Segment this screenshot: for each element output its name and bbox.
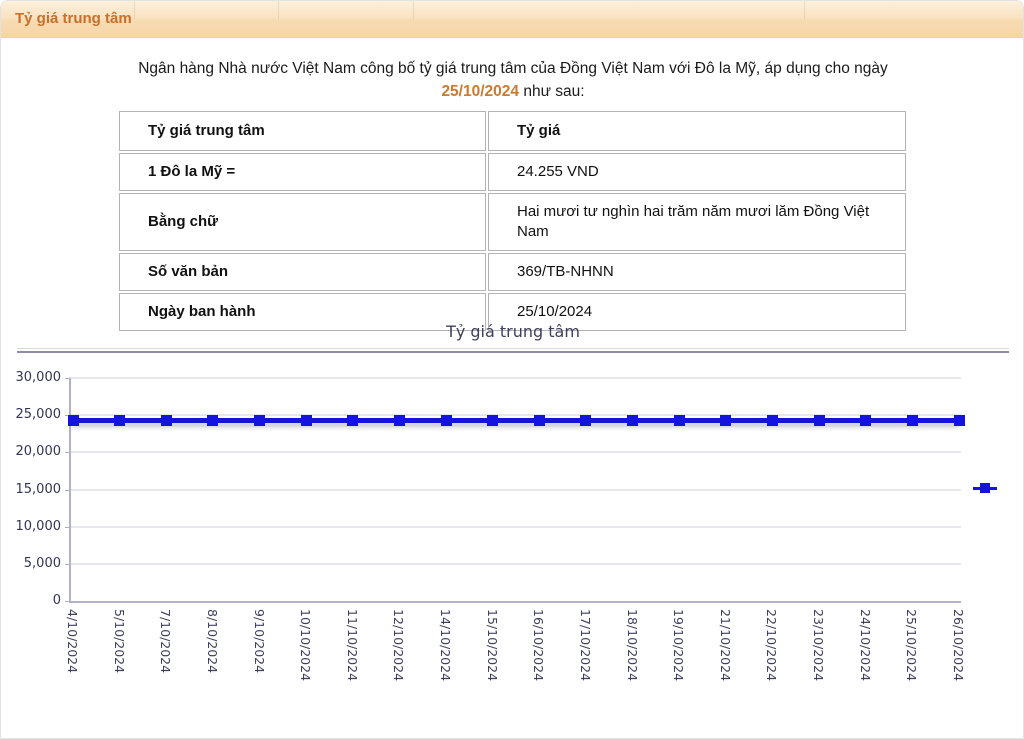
y-axis-tick bbox=[65, 378, 69, 379]
announcement-text: Ngân hàng Nhà nước Việt Nam công bố tỷ g… bbox=[103, 57, 923, 103]
data-point[interactable] bbox=[300, 415, 312, 427]
y-axis-line bbox=[69, 378, 71, 601]
data-point[interactable] bbox=[533, 415, 545, 427]
y-grid-line bbox=[69, 377, 961, 379]
legend-marker bbox=[973, 483, 997, 494]
row-label: Số văn bản bbox=[119, 253, 486, 291]
x-tick-label: 18/10/2024 bbox=[624, 609, 640, 682]
y-grid-line bbox=[69, 488, 961, 491]
table-row-in-words: Bằng chữ Hai mươi tư nghìn hai trăm năm … bbox=[119, 193, 906, 251]
x-tick-label: 26/10/2024 bbox=[951, 609, 966, 682]
x-tick-label: 17/10/2024 bbox=[577, 609, 593, 682]
y-axis-tick bbox=[65, 489, 69, 491]
data-point[interactable] bbox=[114, 415, 126, 427]
page-title: Tỷ giá trung tâm bbox=[15, 10, 132, 27]
data-point[interactable] bbox=[440, 415, 452, 427]
row-value: 369/TB-NHNN bbox=[488, 253, 906, 291]
data-point[interactable] bbox=[766, 415, 778, 427]
x-tick-label: 11/10/2024 bbox=[344, 609, 360, 682]
effective-date: 25/10/2024 bbox=[441, 83, 520, 100]
data-point[interactable] bbox=[347, 415, 359, 427]
x-axis-line bbox=[69, 601, 961, 603]
y-grid-line bbox=[69, 414, 961, 417]
table-header-label: Tỷ giá trung tâm bbox=[119, 111, 486, 151]
series-line bbox=[73, 418, 959, 424]
header-divider bbox=[804, 1, 805, 19]
x-tick-label: 5/10/2024 bbox=[111, 609, 127, 674]
data-point[interactable] bbox=[67, 415, 79, 427]
data-point[interactable] bbox=[207, 415, 219, 427]
table-header-value: Tỷ giá bbox=[488, 111, 906, 151]
y-tick-label: 25,000 bbox=[15, 407, 62, 423]
header-divider bbox=[134, 1, 135, 19]
header-divider bbox=[278, 1, 279, 19]
x-tick-label: 9/10/2024 bbox=[251, 609, 267, 674]
x-tick-label: 23/10/2024 bbox=[811, 609, 827, 682]
table-row-document-number: Số văn bản 369/TB-NHNN bbox=[119, 253, 906, 291]
data-point[interactable] bbox=[720, 415, 732, 427]
data-point[interactable] bbox=[580, 415, 592, 427]
row-label: 1 Đô la Mỹ = bbox=[119, 153, 486, 191]
x-tick-label: 7/10/2024 bbox=[158, 609, 174, 674]
y-axis-tick bbox=[65, 526, 69, 528]
y-grid-line bbox=[69, 562, 961, 565]
y-grid-line bbox=[69, 451, 961, 454]
central-rate-table: Tỷ giá trung tâm Tỷ giá 1 Đô la Mỹ = 24.… bbox=[117, 109, 908, 333]
y-axis-tick bbox=[65, 601, 69, 602]
y-tick-label: 10,000 bbox=[15, 518, 62, 534]
data-point[interactable] bbox=[673, 415, 685, 427]
data-point[interactable] bbox=[953, 415, 965, 427]
x-tick-label: 19/10/2024 bbox=[671, 609, 687, 682]
y-tick-label: 15,000 bbox=[15, 481, 62, 497]
x-tick-label: 8/10/2024 bbox=[204, 609, 220, 674]
x-tick-label: 16/10/2024 bbox=[531, 609, 547, 682]
chart-title: Tỷ giá trung tâm bbox=[446, 322, 580, 341]
x-tick-label: 25/10/2024 bbox=[904, 609, 920, 682]
data-point[interactable] bbox=[487, 415, 499, 427]
row-label: Ngày ban hành bbox=[119, 293, 486, 331]
data-point[interactable] bbox=[813, 415, 825, 427]
data-point[interactable] bbox=[254, 415, 266, 427]
y-tick-label: 20,000 bbox=[15, 444, 62, 460]
header-divider bbox=[413, 1, 414, 19]
x-tick-label: 24/10/2024 bbox=[857, 609, 873, 682]
row-label: Bằng chữ bbox=[119, 193, 486, 251]
rate-chart: Tỷ giá trung tâm 0 5,000 10,000 15,000 20,00… bbox=[16, 319, 1009, 719]
row-value: 25/10/2024 bbox=[488, 293, 906, 331]
x-tick-label: 22/10/2024 bbox=[764, 609, 780, 682]
legend-square-icon bbox=[980, 483, 990, 493]
y-tick-label: 5,000 bbox=[23, 555, 61, 571]
announcement-text-before: Ngân hàng Nhà nước Việt Nam công bố tỷ g… bbox=[138, 60, 888, 77]
table-row-issue-date: Ngày ban hành 25/10/2024 bbox=[119, 293, 906, 331]
chart-plot-area[interactable]: 0 5,000 10,000 15,000 20,000 25,000 30,000 4/10… bbox=[16, 319, 1009, 719]
data-point[interactable] bbox=[627, 415, 639, 427]
y-axis-tick bbox=[65, 452, 69, 454]
row-value: 24.255 VND bbox=[488, 153, 906, 191]
table-row-rate: 1 Đô la Mỹ = 24.255 VND bbox=[119, 153, 906, 191]
y-axis-tick bbox=[65, 415, 69, 417]
x-tick-label: 14/10/2024 bbox=[438, 609, 454, 682]
y-tick-label: 0 bbox=[52, 593, 61, 608]
x-tick-label: 21/10/2024 bbox=[717, 609, 733, 682]
chart-divider bbox=[17, 348, 1009, 349]
y-axis-tick bbox=[65, 563, 69, 565]
y-grid-line bbox=[69, 525, 961, 528]
x-tick-label: 4/10/2024 bbox=[65, 609, 80, 674]
row-value: Hai mươi tư nghìn hai trăm năm mươi lăm … bbox=[488, 193, 906, 251]
y-tick-label: 30,000 bbox=[15, 370, 62, 385]
data-point[interactable] bbox=[906, 415, 918, 427]
chart-divider bbox=[17, 351, 1009, 353]
announcement-text-after: như sau: bbox=[519, 83, 585, 100]
data-point[interactable] bbox=[160, 415, 172, 427]
x-tick-label: 10/10/2024 bbox=[298, 609, 314, 682]
x-tick-label: 15/10/2024 bbox=[484, 609, 500, 682]
data-point[interactable] bbox=[393, 415, 405, 427]
table-header-row: Tỷ giá trung tâm Tỷ giá bbox=[119, 111, 906, 151]
x-tick-label: 12/10/2024 bbox=[391, 609, 407, 682]
data-point[interactable] bbox=[860, 415, 872, 427]
page-header-bar: Tỷ giá trung tâm bbox=[1, 1, 1023, 38]
